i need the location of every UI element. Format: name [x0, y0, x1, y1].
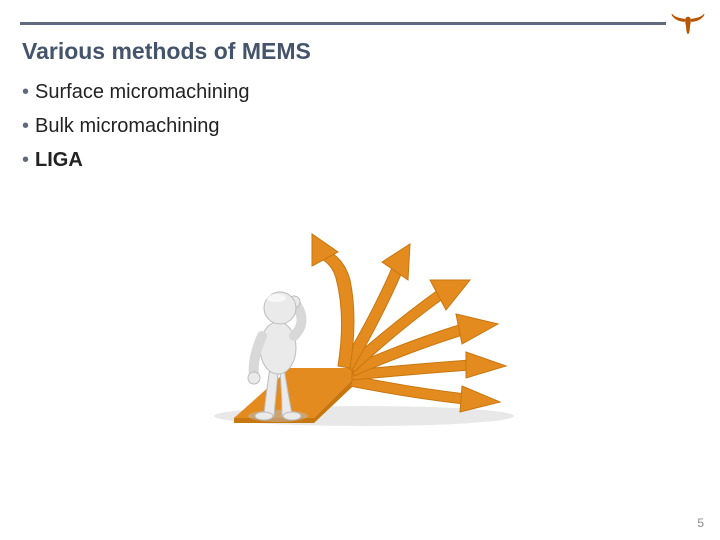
bullet-dot-icon: • — [22, 146, 29, 174]
bullet-item: •Bulk micromachining — [22, 112, 682, 140]
bullet-text: Surface micromachining — [35, 78, 250, 106]
bullet-dot-icon: • — [22, 78, 29, 106]
bullet-text: LIGA — [35, 146, 83, 174]
longhorn-icon — [670, 6, 706, 42]
page-number: 5 — [697, 516, 704, 530]
bullet-text: Bulk micromachining — [35, 112, 220, 140]
slide-title: Various methods of MEMS — [22, 38, 311, 65]
bullet-dot-icon: • — [22, 112, 29, 140]
bullet-item: •LIGA — [22, 146, 682, 174]
bullet-item: •Surface micromachining — [22, 78, 682, 106]
top-rule — [20, 22, 666, 25]
decision-paths-figure — [204, 218, 522, 428]
bullet-list: •Surface micromachining•Bulk micromachin… — [22, 78, 682, 180]
